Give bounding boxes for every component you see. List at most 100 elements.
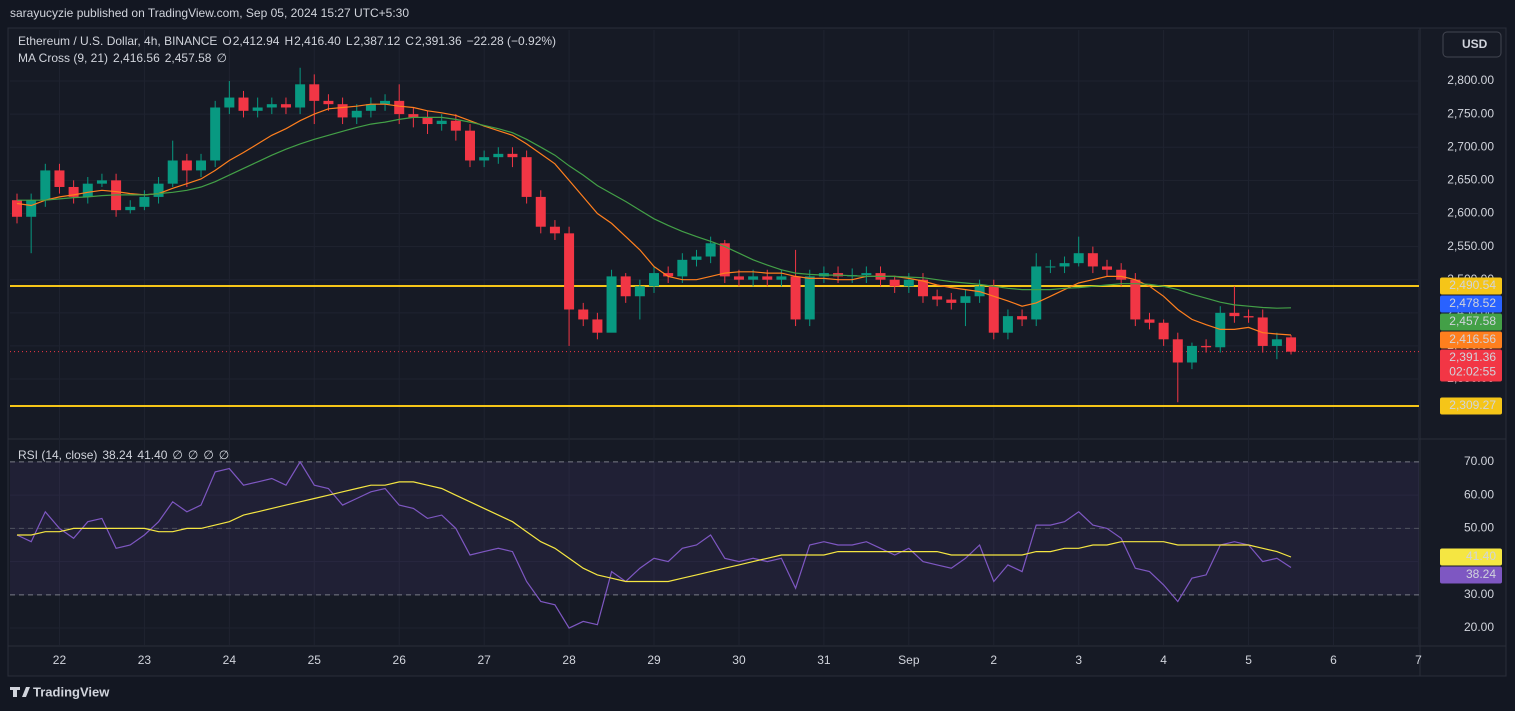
x-tick-label: 27 bbox=[477, 653, 491, 667]
ma-extra: ∅ bbox=[216, 51, 226, 65]
candle-body bbox=[762, 276, 773, 280]
x-tick-label: 7 bbox=[1415, 653, 1422, 667]
ohlc-value: 2,391.36 bbox=[415, 34, 462, 48]
candle-body bbox=[549, 226, 560, 234]
candle-body bbox=[861, 273, 872, 276]
candle-body bbox=[493, 153, 504, 158]
candle-body bbox=[535, 196, 546, 227]
y-tick-label: 2,550.00 bbox=[1447, 239, 1494, 253]
candle-body bbox=[96, 180, 107, 184]
price-label-box bbox=[1440, 313, 1502, 331]
candle-body bbox=[521, 157, 532, 197]
candle-body bbox=[1031, 266, 1042, 320]
price-label: 41.40 bbox=[1466, 549, 1496, 563]
price-label-box bbox=[1440, 548, 1502, 566]
candle-body bbox=[946, 299, 957, 303]
candle-body bbox=[1045, 266, 1056, 268]
candle-body bbox=[380, 100, 391, 105]
countdown-label: 02:02:55 bbox=[1449, 365, 1496, 379]
candle-body bbox=[1017, 316, 1028, 320]
candle-body bbox=[917, 279, 928, 297]
candle-body bbox=[436, 120, 447, 125]
candle-body bbox=[932, 296, 943, 300]
candle-body bbox=[54, 170, 65, 187]
rsi-extra: ∅ bbox=[203, 448, 213, 462]
ma-line bbox=[17, 116, 1292, 309]
candle-body bbox=[1229, 312, 1240, 317]
candle-body bbox=[125, 206, 136, 211]
candle-body bbox=[960, 296, 971, 303]
rsi-line bbox=[17, 481, 1292, 583]
price-label: 38.24 bbox=[1466, 567, 1496, 581]
candle-body bbox=[323, 100, 334, 105]
x-tick-label: Sep bbox=[898, 653, 920, 667]
ohlc-value: 2,412.94 bbox=[233, 34, 280, 48]
rsi-tick-label: 30.00 bbox=[1464, 587, 1494, 601]
price-label-box bbox=[1440, 397, 1502, 415]
rsi-value: 38.24 bbox=[102, 448, 132, 462]
ohlc-value: 2,387.12 bbox=[354, 34, 401, 48]
footer-logo: TradingView bbox=[10, 684, 110, 699]
candle-body bbox=[634, 286, 645, 297]
y-tick-label: 2,800.00 bbox=[1447, 73, 1494, 87]
rsi-title: RSI (14, close) bbox=[18, 448, 97, 462]
rsi-tick-label: 70.00 bbox=[1464, 454, 1494, 468]
currency-label[interactable]: USD bbox=[1462, 37, 1488, 51]
price-label: 2,457.58 bbox=[1449, 314, 1496, 328]
currency-button[interactable] bbox=[1442, 31, 1502, 58]
x-tick-label: 23 bbox=[138, 653, 152, 667]
price-label: 2,309.27 bbox=[1449, 398, 1496, 412]
candle-body bbox=[181, 160, 192, 171]
candle-body bbox=[309, 84, 320, 101]
ohlc-value: 2,416.40 bbox=[294, 34, 341, 48]
candle-body bbox=[804, 276, 815, 320]
ma-line bbox=[16, 103, 1292, 336]
candle-body bbox=[12, 200, 22, 217]
publish-header: sarayucyzie published on TradingView.com… bbox=[10, 6, 409, 20]
change-value: −22.28 (−0.92%) bbox=[467, 34, 556, 48]
candle-body bbox=[1286, 337, 1297, 352]
price-label: 2,416.56 bbox=[1449, 332, 1496, 346]
candle-body bbox=[507, 153, 518, 158]
candle-body bbox=[153, 183, 164, 197]
candle-body bbox=[422, 117, 433, 125]
y-tick-label: 2,650.00 bbox=[1447, 173, 1494, 187]
candle-body bbox=[280, 104, 291, 108]
y-tick-label: 2,700.00 bbox=[1447, 139, 1494, 153]
candle-body bbox=[408, 114, 419, 118]
candle-body bbox=[1116, 269, 1127, 280]
x-tick-label: 3 bbox=[1075, 653, 1082, 667]
price-label-box bbox=[1440, 349, 1502, 382]
rsi-tick-label: 50.00 bbox=[1464, 521, 1494, 535]
candle-body bbox=[790, 276, 801, 320]
candle-body bbox=[40, 170, 51, 201]
price-label-box bbox=[1440, 566, 1502, 584]
footer-text: TradingView bbox=[33, 684, 110, 699]
candle-body bbox=[1243, 316, 1254, 318]
candle-body bbox=[705, 243, 716, 257]
candle-body bbox=[196, 160, 207, 171]
candle-body bbox=[82, 183, 93, 197]
candle-body bbox=[167, 160, 178, 184]
candle-body bbox=[1087, 253, 1098, 267]
candle-body bbox=[464, 130, 475, 161]
ohlc-key: H bbox=[284, 34, 293, 48]
candle-body bbox=[1172, 339, 1183, 363]
candle-body bbox=[479, 157, 490, 161]
candle-body bbox=[719, 243, 730, 277]
candle-body bbox=[1059, 263, 1070, 267]
symbol-title: Ethereum / U.S. Dollar, 4h, BINANCE bbox=[18, 34, 217, 48]
rsi-extra: ∅ bbox=[188, 448, 198, 462]
candle-body bbox=[564, 233, 575, 310]
candle-body bbox=[677, 259, 688, 277]
candle-body bbox=[748, 276, 759, 280]
rsi-value: 41.40 bbox=[137, 448, 167, 462]
ma-title: MA Cross (9, 21) bbox=[18, 51, 108, 65]
price-label-box bbox=[1440, 331, 1502, 349]
candle-body bbox=[592, 319, 603, 333]
x-tick-label: 4 bbox=[1160, 653, 1167, 667]
x-tick-label: 2 bbox=[990, 653, 997, 667]
candle-body bbox=[649, 273, 660, 287]
